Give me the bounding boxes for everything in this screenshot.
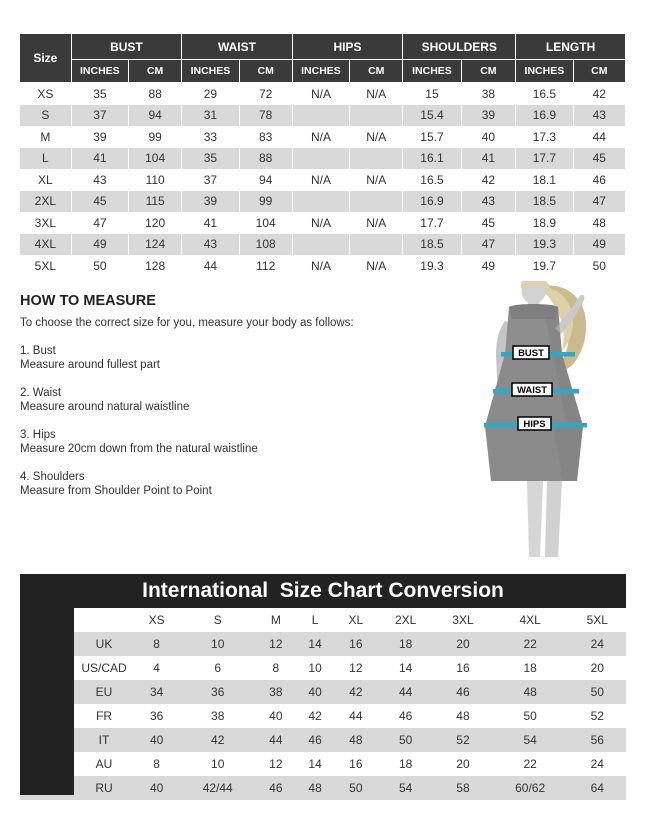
svg-text:WAIST: WAIST	[517, 385, 547, 396]
svg-text:HIPS: HIPS	[523, 419, 545, 430]
svg-text:BUST: BUST	[518, 348, 544, 359]
